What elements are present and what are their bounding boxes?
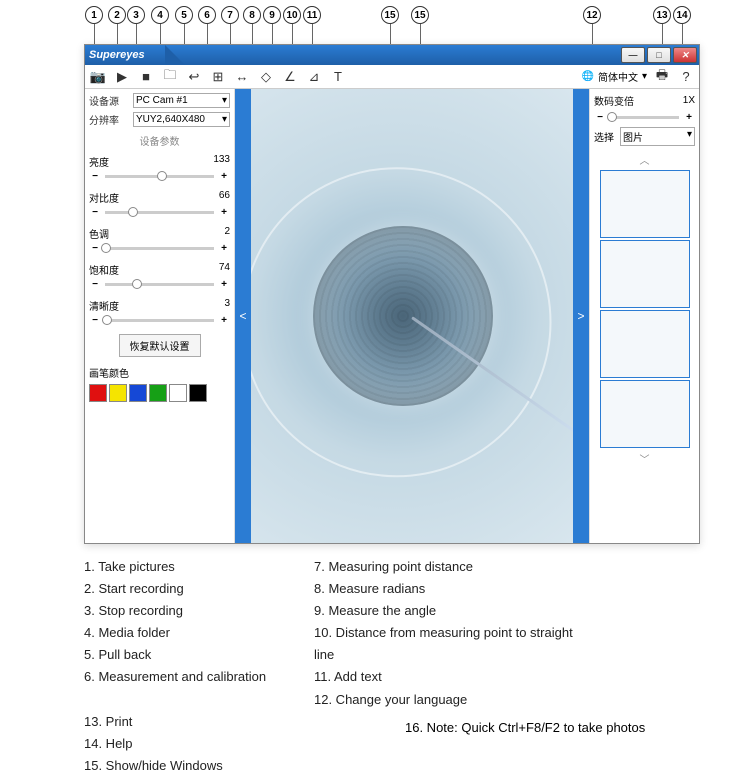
slider-plus[interactable]: + [218,171,230,182]
callout-7: 7 [221,6,239,24]
zoom-label: 数码变倍 [594,93,634,108]
close-button[interactable]: ✕ [673,47,697,63]
resolution-select[interactable]: YUY2,640X480▾ [133,112,230,127]
device-select[interactable]: PC Cam #1▾ [133,93,230,108]
callout-15b: 15 [411,6,429,24]
color-swatch[interactable] [89,384,107,402]
color-swatches [89,384,230,402]
callout-11: 11 [303,6,321,24]
thumb-select-label: 选择 [594,129,614,144]
thumb-type-select[interactable]: 图片▾ [620,127,695,146]
microscope-viewport [251,89,573,543]
pen-color-label: 画笔颜色 [89,365,230,380]
globe-icon: 🌐 [582,71,594,82]
left-panel: 设备源 PC Cam #1▾ 分辨率 YUY2,640X480▾ 设备参数 亮度… [85,89,235,543]
language-selector[interactable]: 🌐 简体中文 ▾ [582,69,647,84]
slider-plus[interactable]: + [218,207,230,218]
callout-4: 4 [151,6,169,24]
legend-note: 16. Note: Quick Ctrl+F8/F2 to take photo… [405,720,645,735]
slider-minus[interactable]: − [89,315,101,326]
color-swatch[interactable] [149,384,167,402]
angle-icon[interactable]: ∠ [281,68,299,86]
slider-minus[interactable]: − [89,207,101,218]
亮度-slider[interactable] [105,175,214,178]
callout-1: 1 [85,6,103,24]
device-label: 设备源 [89,93,129,108]
饱和度-slider[interactable] [105,283,214,286]
slider-minus[interactable]: − [89,171,101,182]
maximize-button[interactable]: □ [647,47,671,63]
titlebar: Supereyes — □ ✕ [85,45,699,65]
color-swatch[interactable] [169,384,187,402]
resolution-label: 分辨率 [89,112,129,127]
app-title: Supereyes [89,49,145,61]
callout-9: 9 [263,6,281,24]
callout-15a: 15 [381,6,399,24]
callout-14: 14 [673,6,691,24]
zoom-slider[interactable] [610,116,679,119]
callout-12: 12 [583,6,601,24]
language-value: 简体中文 [598,69,638,84]
line-dist-icon[interactable]: ⊿ [305,68,323,86]
callout-10: 10 [283,6,301,24]
thumbnail-slot[interactable] [600,380,690,448]
清晰度-slider[interactable] [105,319,214,322]
callout-2: 2 [108,6,126,24]
thumbnail-slot[interactable] [600,170,690,238]
stop-icon[interactable]: ■ [137,68,155,86]
thumbs-up-arrow[interactable]: ︿ [638,150,652,169]
thumbnail-slot[interactable] [600,310,690,378]
record-icon[interactable]: ▶ [113,68,131,86]
zoom-minus[interactable]: − [594,112,606,123]
point-dist-icon[interactable]: ↔ [233,68,251,86]
color-swatch[interactable] [189,384,207,402]
color-swatch[interactable] [109,384,127,402]
callout-6: 6 [198,6,216,24]
help-button[interactable]: ? [677,68,695,86]
slider-minus[interactable]: − [89,243,101,254]
对比度-slider[interactable] [105,211,214,214]
reset-button[interactable]: 恢复默认设置 [119,334,201,357]
thumbs-down-arrow[interactable]: ﹀ [638,449,652,468]
collapse-left-button[interactable]: < [235,89,251,543]
callout-8: 8 [243,6,261,24]
folder-icon[interactable]: 🗀 [161,68,179,86]
camera-icon[interactable]: 📷 [89,68,107,86]
radian-icon[interactable]: ◇ [257,68,275,86]
slider-minus[interactable]: − [89,279,101,290]
callout-3: 3 [127,6,145,24]
minimize-button[interactable]: — [621,47,645,63]
undo-icon[interactable]: ↩ [185,68,203,86]
toolbar: 📷 ▶ ■ 🗀 ↩ ⊞ ↔ ◇ ∠ ⊿ T 🌐 简体中文 ▾ 🖶 ? [85,65,699,89]
text-icon[interactable]: T [329,68,347,86]
print-button[interactable]: 🖶 [653,68,671,86]
slider-plus[interactable]: + [218,279,230,290]
collapse-right-button[interactable]: > [573,89,589,543]
params-title: 设备参数 [89,133,230,148]
callout-13: 13 [653,6,671,24]
app-window: Supereyes — □ ✕ 📷 ▶ ■ 🗀 ↩ ⊞ ↔ ◇ ∠ ⊿ T 🌐 简体中文 ▾ 🖶 ?… [84,44,700,544]
slider-plus[interactable]: + [218,315,230,326]
thumbnail-slot[interactable] [600,240,690,308]
色调-slider[interactable] [105,247,214,250]
zoom-plus[interactable]: + [683,112,695,123]
legend: 1. Take pictures2. Start recording3. Sto… [84,556,704,777]
slider-plus[interactable]: + [218,243,230,254]
color-swatch[interactable] [129,384,147,402]
zoom-value: 1X [683,95,695,106]
calibrate-icon[interactable]: ⊞ [209,68,227,86]
callout-5: 5 [175,6,193,24]
right-panel: 数码变倍 1X − + 选择 图片▾ ︿ ﹀ [589,89,699,543]
